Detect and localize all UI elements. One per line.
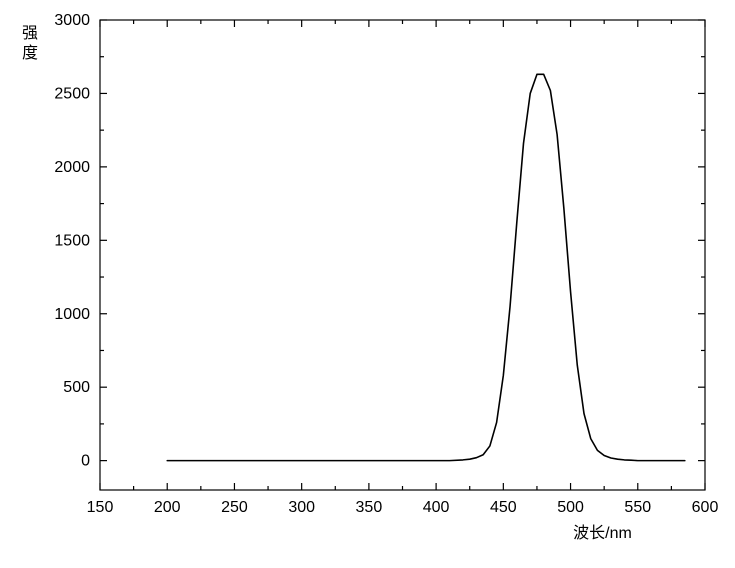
x-tick-label: 500 (557, 499, 584, 516)
x-tick-label: 600 (692, 499, 719, 516)
x-tick-label: 350 (356, 499, 383, 516)
spectrum-chart: 150 200 250 300 350 400 450 500 550 600 0 500 1000 15… (0, 0, 735, 568)
x-tick-label: 200 (154, 499, 181, 516)
y-tick-label: 1500 (54, 232, 90, 249)
x-tick-label: 550 (624, 499, 651, 516)
chart-svg: 150 200 250 300 350 400 450 500 550 600 0 500 1000 15… (0, 0, 735, 568)
x-tick-label: 300 (288, 499, 315, 516)
y-tick-label: 2000 (54, 159, 90, 176)
x-axis-title: 波长/nm (573, 524, 632, 542)
x-tick-label: 400 (423, 499, 450, 516)
x-tick-label: 250 (221, 499, 248, 516)
x-tick-label: 150 (87, 499, 114, 516)
y-tick-label: 2500 (54, 85, 90, 102)
y-axis-title-char: 度 (22, 44, 38, 62)
y-tick-label: 3000 (54, 12, 90, 29)
y-tick-label: 1000 (54, 306, 90, 323)
y-axis-title-char: 强 (22, 25, 38, 42)
y-tick-label: 500 (63, 379, 90, 396)
x-tick-label: 450 (490, 499, 517, 516)
y-tick-label: 0 (81, 453, 90, 470)
